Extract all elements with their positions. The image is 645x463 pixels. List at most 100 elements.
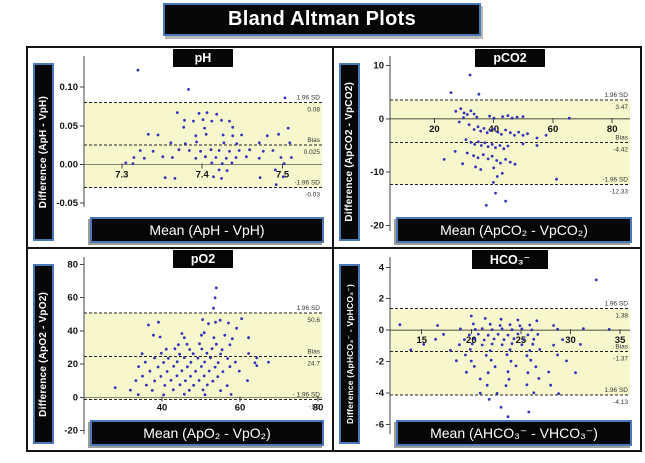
data-point [512, 337, 516, 341]
data-point [237, 149, 241, 152]
line-annotation-label: 1.96 SD [297, 95, 321, 102]
data-point [210, 347, 214, 351]
y-tick-label: 10 [373, 60, 384, 71]
data-point [488, 322, 492, 326]
data-point [567, 116, 571, 120]
data-point [274, 183, 278, 187]
data-point [449, 348, 452, 352]
data-point [231, 125, 235, 129]
data-point [555, 177, 558, 181]
data-point [495, 392, 499, 395]
data-point [187, 149, 191, 152]
data-point [265, 134, 269, 138]
data-point [201, 318, 205, 321]
data-point [454, 109, 458, 113]
y-tick-label: 60 [67, 293, 78, 304]
data-point [187, 88, 190, 91]
x-tick-label: 7.5 [276, 169, 290, 180]
data-point [494, 146, 497, 149]
data-point [507, 377, 511, 381]
data-point [178, 383, 182, 387]
data-point [240, 133, 244, 137]
data-point [187, 388, 191, 392]
data-point [455, 359, 458, 363]
data-point [485, 383, 489, 387]
scatter-points [124, 68, 293, 187]
data-point [225, 169, 229, 172]
data-point [205, 383, 209, 387]
data-point [508, 348, 512, 352]
data-point [538, 348, 542, 351]
data-point [472, 112, 476, 116]
data-point [526, 333, 530, 337]
data-point [506, 333, 510, 337]
data-point [579, 343, 582, 346]
y-axis-label: Difference (ApO2 - VpO2) [38, 291, 49, 417]
data-point [182, 392, 186, 396]
data-point [492, 116, 496, 120]
data-point [504, 128, 507, 132]
x-tick-label: 20 [429, 124, 440, 135]
line-annotation-value: 1.38 [615, 312, 628, 319]
line-annotation-label: -1.96 SD [294, 180, 320, 187]
data-point [196, 356, 200, 360]
data-point [234, 360, 237, 364]
data-point [478, 391, 482, 395]
data-point [169, 378, 173, 382]
data-point [136, 68, 140, 72]
data-point [212, 175, 215, 179]
data-point [217, 149, 221, 152]
data-point [209, 148, 213, 152]
data-point [500, 132, 503, 136]
x-tick-label: 25 [516, 335, 527, 346]
plot-panel-hco3: 1.96 SD 1.38 Bias -1.37 1.96 SD -4.13 15 20 25 30… [334, 249, 640, 450]
data-point [199, 149, 203, 153]
data-point [499, 405, 503, 409]
x-axis-label: Mean (AHCO₃⁻ - VHCO₃⁻) [430, 424, 598, 441]
data-point [506, 415, 510, 419]
data-point [189, 374, 192, 378]
data-point [220, 348, 224, 352]
data-point [462, 116, 465, 120]
data-point [213, 296, 217, 300]
data-point [499, 161, 502, 165]
data-point [486, 371, 490, 375]
data-point [212, 336, 216, 340]
data-point [137, 365, 140, 368]
data-point [482, 338, 486, 342]
scatter-points [113, 286, 270, 397]
data-point [506, 114, 510, 117]
data-point [483, 141, 487, 145]
panel-title: pO2 [172, 250, 234, 268]
line-annotation-label: 1.96 SD [605, 300, 629, 307]
data-point [183, 142, 187, 145]
y-tick-label: 4 [379, 262, 385, 273]
plot-panel-ph: 1.96 SD 0.08 Bias 0.025 -1.96 SD -0.03 7.3 7.4 7… [28, 48, 334, 249]
data-point [561, 338, 564, 341]
data-point [227, 321, 230, 325]
data-point [479, 144, 483, 147]
data-point [530, 328, 534, 332]
data-point [490, 342, 494, 346]
data-point [247, 336, 251, 340]
data-point [520, 343, 524, 347]
data-point [222, 141, 226, 145]
data-point [188, 348, 192, 351]
data-point [124, 161, 128, 165]
data-point [465, 370, 468, 374]
x-tick-label: 60 [548, 124, 559, 135]
plot-panel-po2: 1.96 SD 50.6 Bias 24.7 - 1.96 SD -1.2 40 60 80 80… [28, 249, 334, 450]
x-axis-label-bar: Mean (ApCO₂ - VpCO₂) [396, 217, 632, 243]
data-point [476, 125, 480, 129]
scatter-plot-po2: 1.96 SD 50.6 Bias 24.7 - 1.96 SD -1.2 40 60 80 80… [64, 257, 323, 437]
data-point [141, 374, 144, 378]
data-point [165, 370, 169, 373]
data-point [221, 370, 225, 373]
data-point [508, 131, 512, 135]
data-point [510, 116, 514, 120]
scatter-points [398, 278, 611, 419]
data-point [171, 388, 175, 392]
data-point [510, 328, 514, 332]
line-annotation-value: -1.37 [613, 356, 628, 363]
